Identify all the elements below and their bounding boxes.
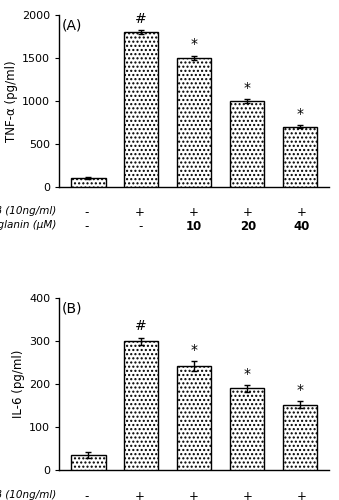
Text: +: + [243,206,253,220]
Text: *: * [243,81,251,95]
Text: IL-1β (10ng/ml): IL-1β (10ng/ml) [0,206,57,216]
Text: 20: 20 [240,220,256,233]
Text: (A): (A) [62,18,82,32]
Text: +: + [189,206,199,220]
Text: IL-1β (10ng/ml): IL-1β (10ng/ml) [0,490,57,500]
Bar [124,32,158,186]
Text: *: * [296,106,303,120]
Text: #: # [135,12,147,26]
Text: -: - [84,206,88,220]
Text: *: * [191,38,198,52]
Text: *: * [296,383,303,397]
Bar [71,178,105,186]
Text: *: * [243,366,251,380]
Bar [230,388,264,470]
Text: (B): (B) [62,302,82,316]
Bar [177,366,211,470]
Text: #: # [135,320,147,334]
Text: +: + [135,490,145,500]
Y-axis label: IL-6 (pg/ml): IL-6 (pg/ml) [12,350,25,418]
Bar [283,405,317,470]
Y-axis label: TNF-α (pg/ml): TNF-α (pg/ml) [5,60,18,142]
Text: -: - [84,220,88,233]
Text: +: + [135,206,145,220]
Bar [124,341,158,470]
Bar [283,126,317,186]
Text: +: + [297,490,307,500]
Text: 10: 10 [186,220,202,233]
Bar [71,455,105,470]
Text: juglanin (μM): juglanin (μM) [0,220,57,230]
Text: *: * [191,342,198,356]
Bar [230,101,264,186]
Text: +: + [297,206,307,220]
Text: +: + [189,490,199,500]
Bar [177,58,211,186]
Text: 40: 40 [294,220,310,233]
Text: +: + [243,490,253,500]
Text: -: - [84,490,88,500]
Text: -: - [138,220,142,233]
